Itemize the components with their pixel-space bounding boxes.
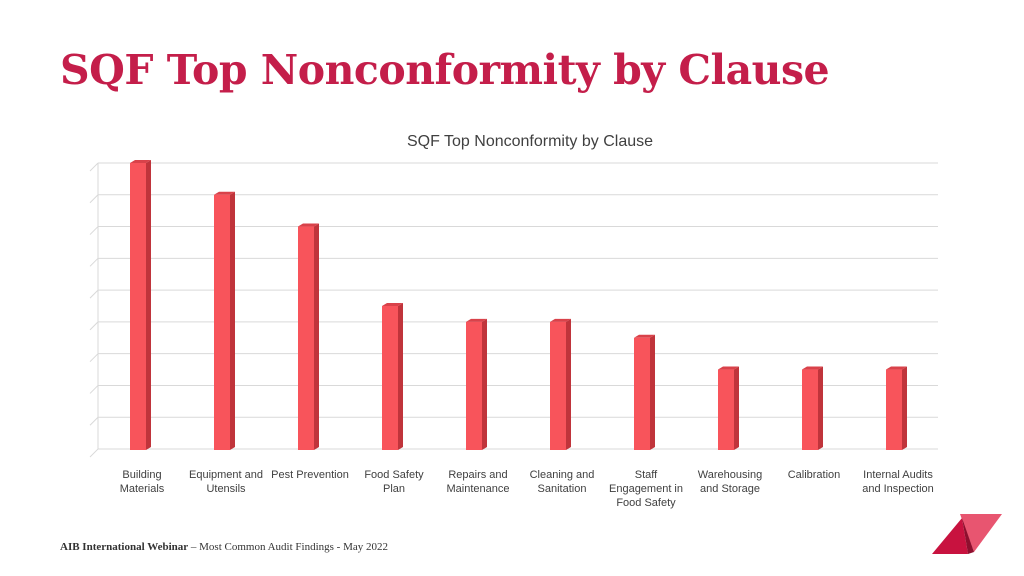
gridline-diagonal xyxy=(89,257,99,267)
bar xyxy=(466,321,482,450)
tick-label: Staff Engagement in Food Safety xyxy=(609,469,683,509)
gridline-diagonal xyxy=(89,385,99,394)
bar-side xyxy=(230,191,235,450)
bar-side xyxy=(734,366,739,450)
bar xyxy=(130,163,146,450)
bar-top xyxy=(802,366,823,370)
bar-side xyxy=(650,334,655,450)
tick-label: Internal Audits and Inspection xyxy=(862,469,934,495)
tick-label: Equipment and Utensils xyxy=(189,469,263,495)
gridline-diagonal xyxy=(89,289,99,299)
gridline-diagonal xyxy=(89,353,99,363)
bar xyxy=(802,369,818,450)
gridline-diagonal xyxy=(89,321,99,331)
bar-top xyxy=(718,366,739,370)
tick-label: Warehousing and Storage xyxy=(698,469,762,495)
bar-top xyxy=(550,318,571,322)
bar-side xyxy=(398,303,403,450)
gridline-diagonal xyxy=(89,162,99,172)
page-title: SQF Top Nonconformity by Clause xyxy=(60,46,830,94)
bar-top xyxy=(298,223,319,227)
bar-side xyxy=(482,318,487,450)
bar-top xyxy=(130,160,151,163)
bar-top xyxy=(634,334,655,338)
bar-side xyxy=(314,223,319,450)
bar xyxy=(634,337,650,450)
bar-top xyxy=(886,366,907,370)
chart-title: SQF Top Nonconformity by Clause xyxy=(407,133,653,150)
tick-label: Building Materials xyxy=(120,469,165,495)
footer-org: AIB International Webinar xyxy=(60,541,189,553)
bar xyxy=(886,369,902,450)
tick-label: Cleaning and Sanitation xyxy=(530,469,595,495)
gridline-diagonal xyxy=(89,194,99,204)
bar-top xyxy=(214,191,235,195)
bar-top xyxy=(466,318,487,322)
bar-side xyxy=(566,318,571,450)
bar xyxy=(718,369,734,450)
footer-text: – Most Common Audit Findings - May 2022 xyxy=(188,541,389,553)
bar xyxy=(382,306,398,450)
bar-side xyxy=(902,366,907,450)
tick-label: Calibration xyxy=(788,469,841,481)
gridline-diagonal xyxy=(89,226,99,235)
gridline-diagonal xyxy=(89,448,99,458)
footer: AIB International Webinar – Most Common … xyxy=(60,541,388,553)
bar-top xyxy=(382,303,403,306)
gridline-diagonal xyxy=(89,416,99,426)
tick-label: Pest Prevention xyxy=(271,469,349,481)
tick-label: Repairs and Maintenance xyxy=(447,469,510,495)
triangle-logo-icon xyxy=(932,514,1002,554)
bar xyxy=(298,226,314,450)
bar xyxy=(550,321,566,450)
tick-label: Food Safety Plan xyxy=(364,469,424,495)
bar-side xyxy=(146,160,151,450)
bar-side xyxy=(818,366,823,450)
bar xyxy=(214,194,230,450)
